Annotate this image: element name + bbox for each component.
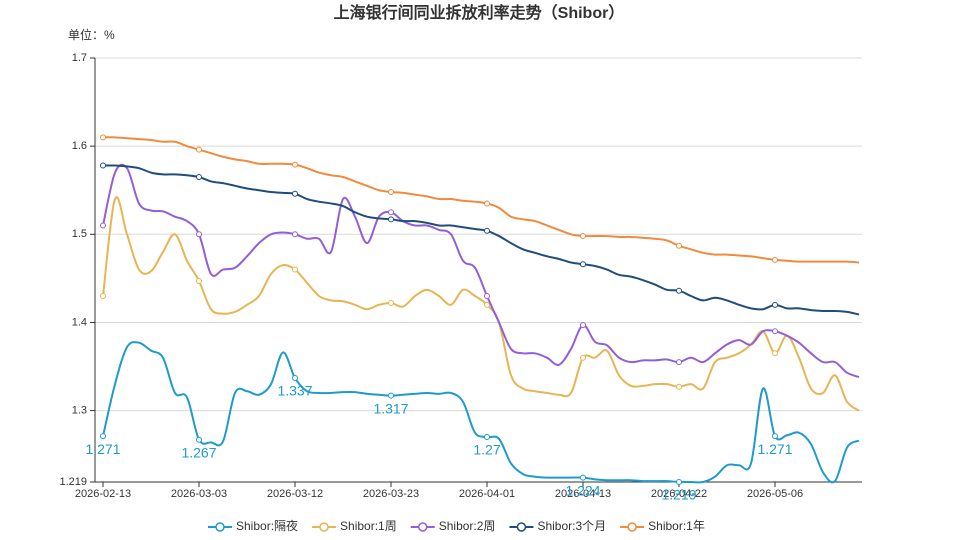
y-tick-label: 1.219 <box>59 476 87 488</box>
point-marker <box>580 322 586 329</box>
point-marker <box>196 278 202 285</box>
point-marker <box>484 200 490 207</box>
point-marker <box>388 188 394 195</box>
x-tick-label: 2026-03-03 <box>171 488 227 500</box>
series-line <box>102 341 860 484</box>
series-line <box>102 196 860 412</box>
x-tick-label: 2026-04-13 <box>555 488 611 500</box>
point-marker <box>292 190 298 197</box>
point-marker <box>676 479 682 485</box>
series-line <box>102 136 860 264</box>
y-tick-label: 1.5 <box>72 228 87 240</box>
point-marker <box>772 256 778 263</box>
point-marker <box>772 328 778 335</box>
point-marker <box>484 227 490 234</box>
point-marker <box>100 222 106 229</box>
point-marker <box>196 436 202 443</box>
point-marker <box>580 261 586 268</box>
x-tick-label: 2026-02-13 <box>75 488 131 500</box>
x-tick-label: 2026-04-22 <box>651 488 707 500</box>
legend-label: Shibor:3个月 <box>537 519 606 533</box>
point-marker <box>484 301 490 308</box>
y-tick-label: 1.4 <box>72 316 87 328</box>
legend-marker <box>417 522 428 532</box>
point-marker <box>292 266 298 273</box>
point-marker <box>196 146 202 153</box>
point-marker <box>388 392 394 399</box>
point-marker <box>388 216 394 223</box>
data-label: 1.271 <box>757 441 792 457</box>
legend-label: Shibor:隔夜 <box>236 518 298 533</box>
y-tick-label: 1.3 <box>72 405 87 417</box>
point-marker <box>292 231 298 238</box>
point-marker <box>580 233 586 240</box>
point-marker <box>484 293 490 300</box>
point-marker <box>772 433 778 440</box>
point-marker <box>100 134 106 141</box>
x-tick-label: 2026-05-06 <box>747 488 803 500</box>
legend-marker <box>516 522 527 532</box>
point-marker <box>676 287 682 294</box>
legend-marker <box>627 522 637 532</box>
series-line <box>102 163 860 379</box>
legend-marker <box>319 522 329 532</box>
x-tick-label: 2026-03-12 <box>267 488 323 500</box>
point-marker <box>772 350 778 357</box>
y-tick-label: 1.7 <box>72 52 87 64</box>
data-label: 1.267 <box>181 444 216 460</box>
point-marker <box>388 300 394 307</box>
point-marker <box>196 231 202 238</box>
legend-label: Shibor:1周 <box>340 519 397 533</box>
point-marker <box>580 354 586 361</box>
point-marker <box>100 162 106 169</box>
legend: Shibor:隔夜 Shibor:1周 Shibor:2周 Shibor:3个月 Shi… <box>208 518 705 533</box>
legend-label: Shibor:1年 <box>648 519 705 533</box>
point-marker <box>292 374 298 381</box>
x-tick-label: 2026-04-01 <box>459 488 515 500</box>
data-label: 1.337 <box>277 383 312 399</box>
point-marker <box>100 433 106 440</box>
point-marker <box>772 301 778 308</box>
data-label: 1.219 <box>661 487 696 503</box>
x-tick-label: 2026-03-23 <box>363 488 419 500</box>
data-label: 1.224 <box>565 482 600 498</box>
data-label: 1.317 <box>373 400 408 416</box>
point-marker <box>484 434 490 441</box>
point-marker <box>676 383 682 390</box>
y-axis-label: 单位：% <box>68 27 115 42</box>
point-marker <box>292 161 298 168</box>
point-marker <box>676 242 682 249</box>
point-marker <box>388 209 394 216</box>
point-marker <box>100 293 106 300</box>
data-label: 1.271 <box>85 441 120 457</box>
series-line <box>102 164 860 316</box>
chart-title: 上海银行间同业拆放利率走势（Shibor） <box>334 3 625 22</box>
point-marker <box>580 474 586 481</box>
y-tick-label: 1.6 <box>72 140 87 152</box>
legend-marker <box>215 522 225 532</box>
legend-label: Shibor:2周 <box>439 519 496 533</box>
point-marker <box>676 359 682 366</box>
data-label: 1.27 <box>473 442 500 458</box>
point-marker <box>196 174 202 181</box>
